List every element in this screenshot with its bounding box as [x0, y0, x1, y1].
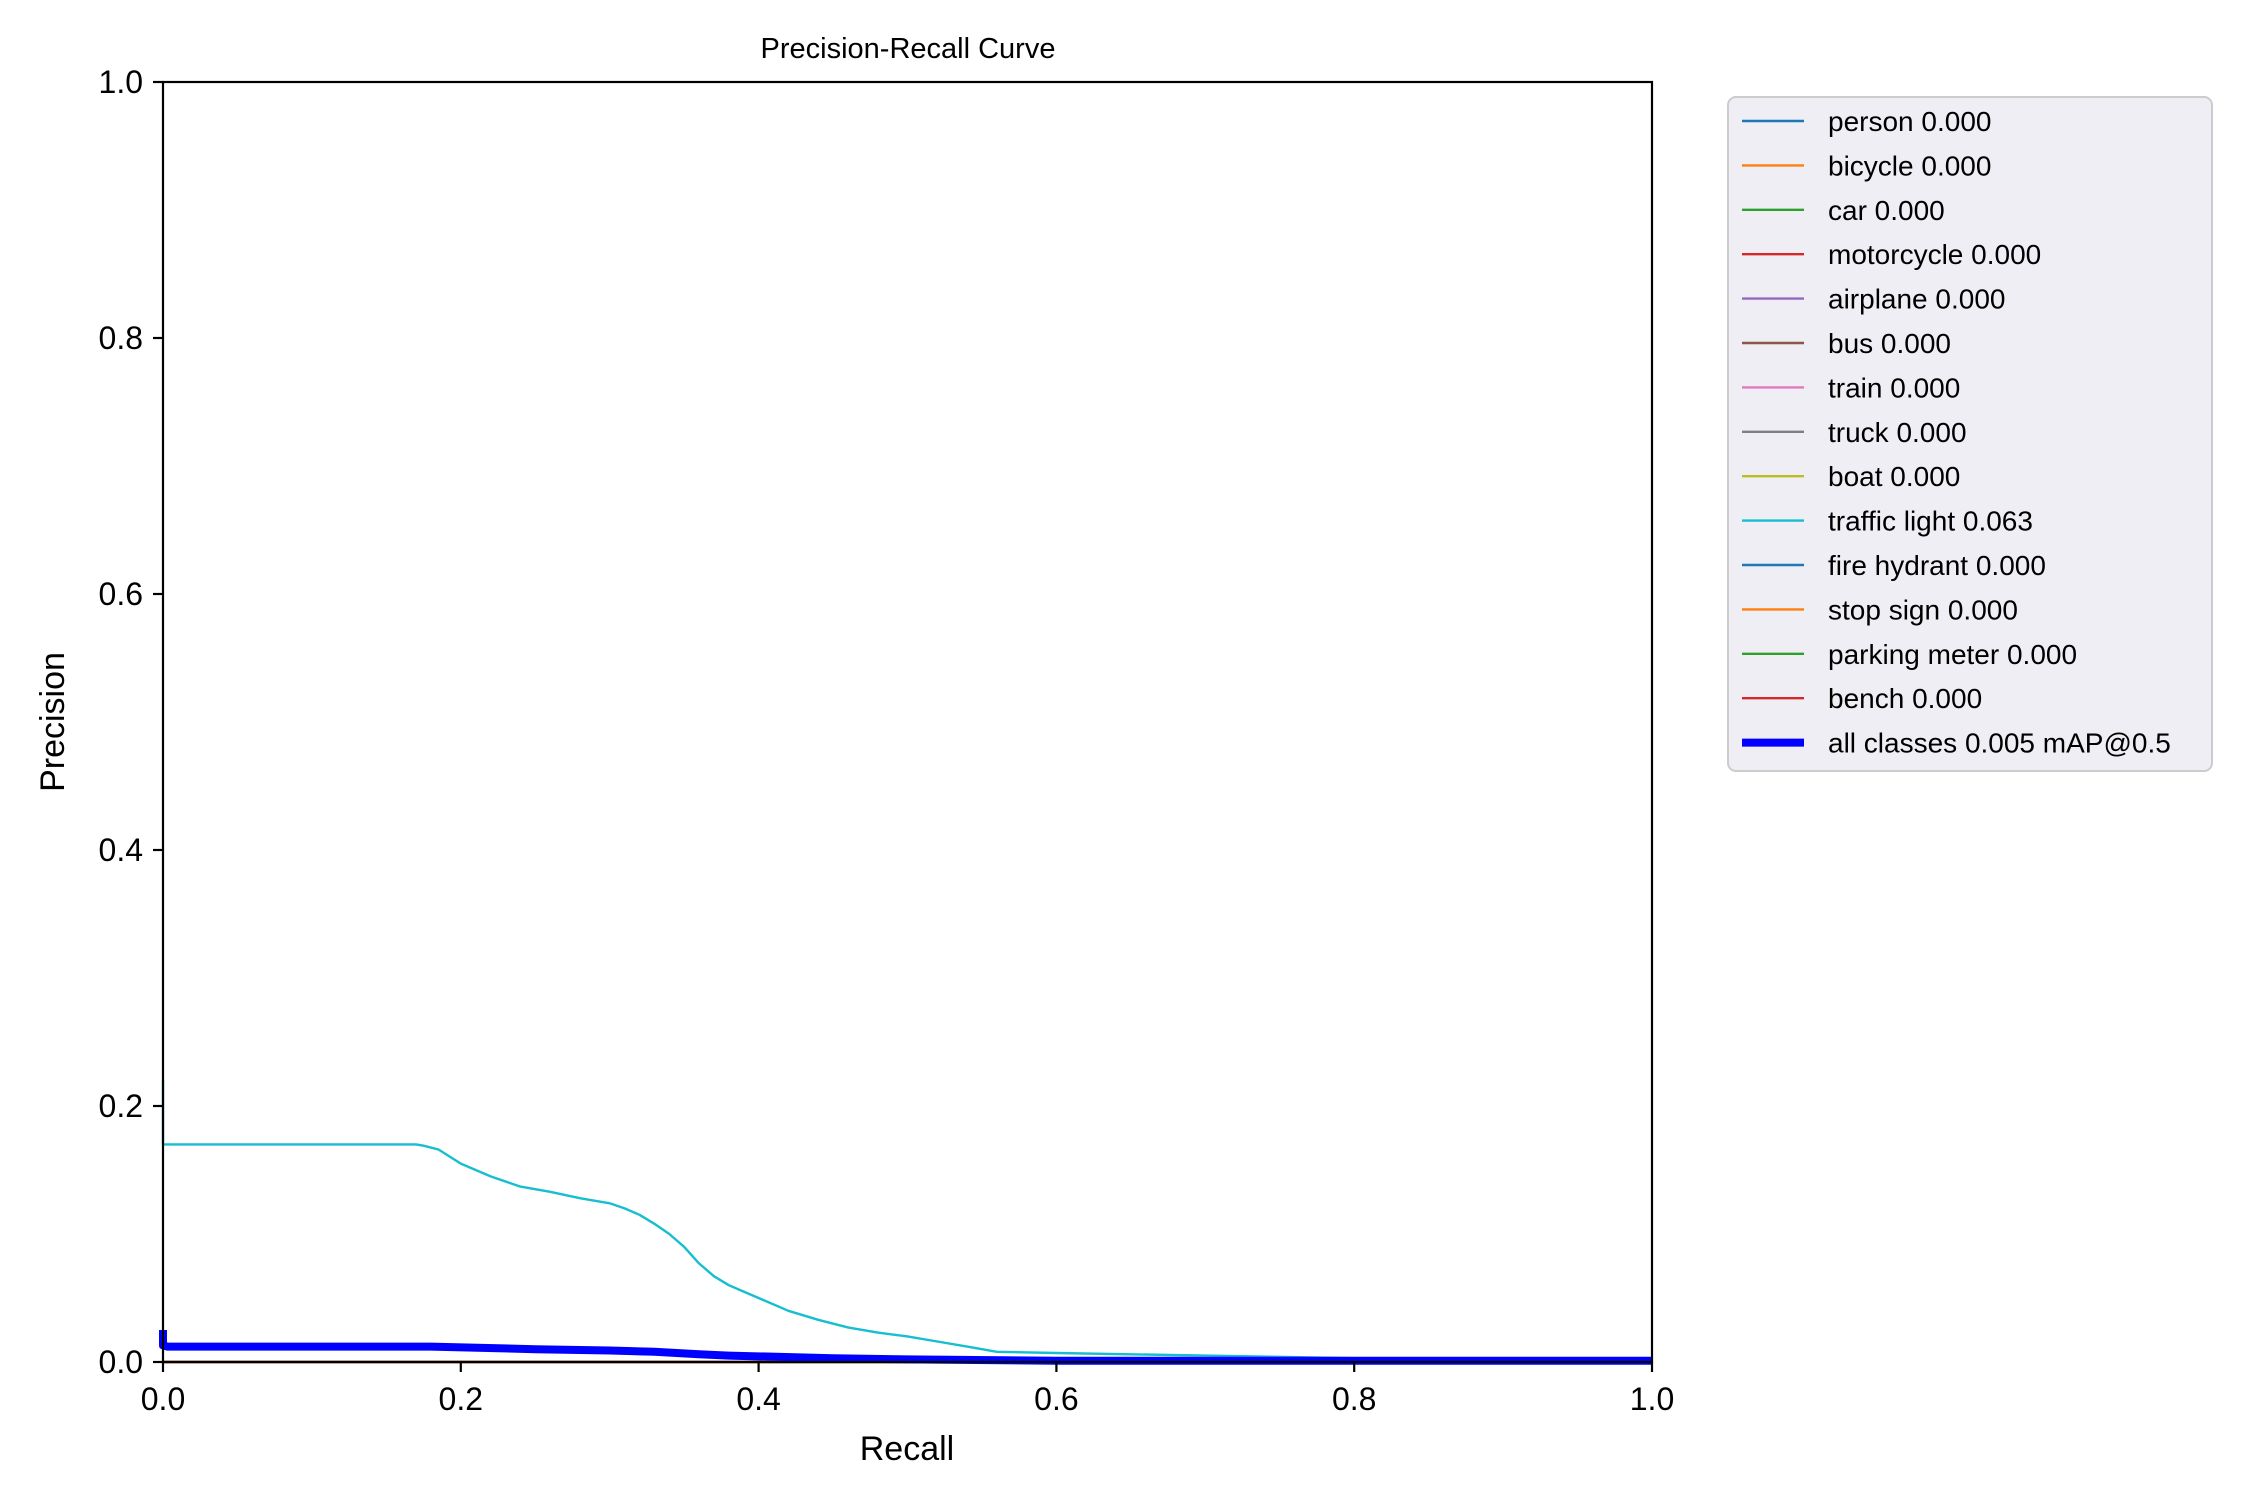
y-tick-label: 0.6 — [99, 576, 143, 612]
legend-label: boat 0.000 — [1828, 461, 1960, 492]
legend-label: fire hydrant 0.000 — [1828, 550, 2046, 581]
x-tick-label: 0.4 — [736, 1381, 780, 1417]
plot-background — [163, 82, 1652, 1362]
chart-title: Precision-Recall Curve — [761, 33, 1056, 65]
y-tick-label: 0.0 — [99, 1344, 143, 1380]
legend: person 0.000 bicycle 0.000 car 0.000 motorc… — [1727, 96, 2213, 772]
legend-label: truck 0.000 — [1828, 417, 1967, 448]
x-axis-label: Recall — [860, 1430, 954, 1468]
x-tick-label: 0.6 — [1034, 1381, 1078, 1417]
series-line-9 — [161, 1080, 1652, 1361]
legend-label: bicycle 0.000 — [1828, 150, 1991, 181]
legend-items: person 0.000 bicycle 0.000 car 0.000 motorc… — [1742, 106, 2171, 759]
y-tick-label: 0.2 — [99, 1088, 143, 1124]
legend-label: car 0.000 — [1828, 195, 1945, 226]
y-axis-label: Precision — [34, 652, 72, 792]
plot-area — [159, 80, 1654, 1365]
x-tick-label: 1.0 — [1630, 1381, 1674, 1417]
legend-label: traffic light 0.063 — [1828, 506, 2033, 537]
legend-label: bench 0.000 — [1828, 683, 1982, 714]
legend-label: bus 0.000 — [1828, 328, 1951, 359]
x-axis-ticks: 0.0 0.2 0.4 0.6 0.8 1.0 — [141, 1362, 1674, 1417]
legend-box — [1727, 96, 2213, 772]
plot-frame — [161, 80, 1654, 1364]
legend-label: stop sign 0.000 — [1828, 594, 2018, 625]
x-tick-label: 0.2 — [439, 1381, 483, 1417]
legend-label: all classes 0.005 mAP@0.5 — [1828, 728, 2171, 759]
x-tick-label: 0.8 — [1332, 1381, 1376, 1417]
y-tick-label: 0.8 — [99, 320, 143, 356]
legend-label: train 0.000 — [1828, 372, 1960, 403]
series-line-14 — [159, 1330, 1652, 1365]
x-tick-label: 0.0 — [141, 1381, 185, 1417]
y-tick-label: 1.0 — [99, 64, 143, 100]
legend-label: parking meter 0.000 — [1828, 639, 2077, 670]
legend-label: motorcycle 0.000 — [1828, 239, 2041, 270]
legend-label: airplane 0.000 — [1828, 284, 2005, 315]
legend-label: person 0.000 — [1828, 106, 1991, 137]
y-axis-ticks: 0.0 0.2 0.4 0.6 0.8 1.0 — [99, 64, 163, 1380]
y-tick-label: 0.4 — [99, 832, 143, 868]
